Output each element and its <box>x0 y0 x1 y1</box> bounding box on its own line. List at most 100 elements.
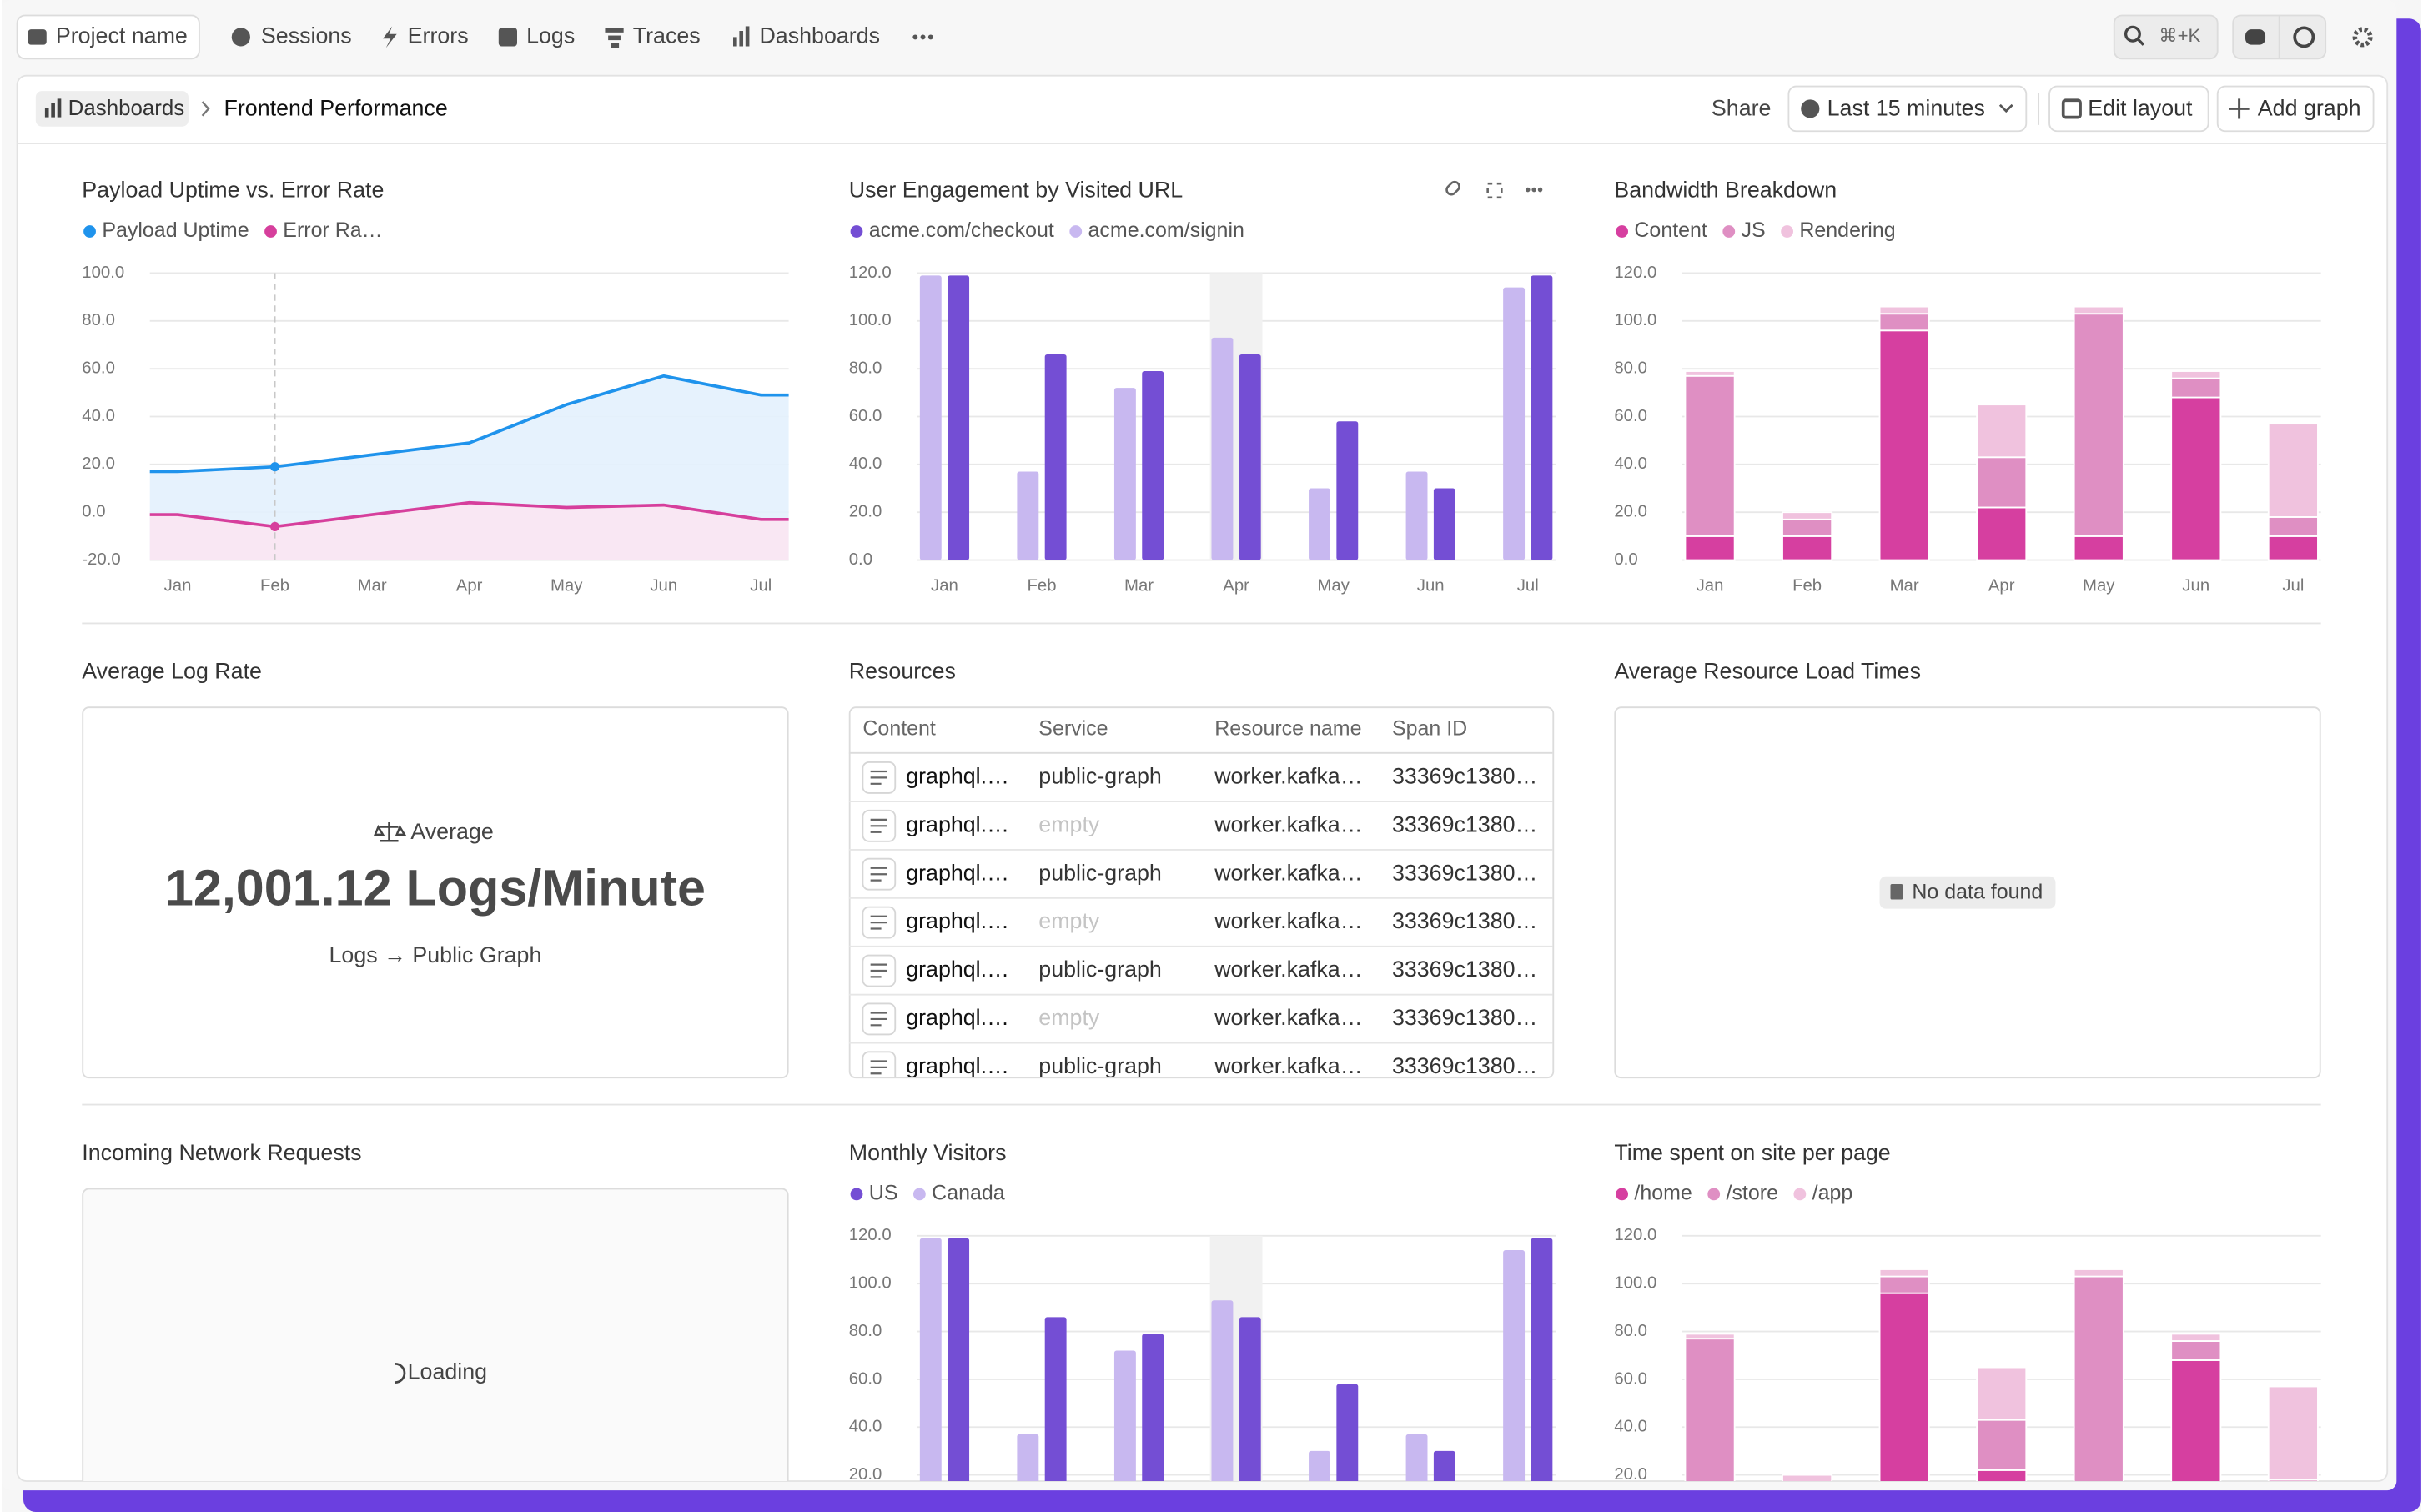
sessions-icon <box>231 28 250 47</box>
bar-segment <box>1878 329 1930 561</box>
table-cell: 33369c1380… <box>1392 957 1537 982</box>
legend-swatch <box>1793 1188 1807 1201</box>
x-tick-label: Mar <box>1124 576 1154 595</box>
nav-item[interactable]: Dashboards <box>759 23 880 48</box>
panel-more[interactable] <box>1525 187 1543 193</box>
legend-label: Content <box>1634 219 1707 242</box>
time-range[interactable]: Last 15 minutes <box>1827 95 1985 120</box>
search-icon <box>2136 38 2145 46</box>
row-icon-lines <box>870 818 887 833</box>
table-cell: 33369c1380… <box>1392 811 1537 836</box>
table-cell: empty <box>1038 811 1100 836</box>
breadcrumb-item[interactable]: Dashboards <box>68 97 185 120</box>
stat-label: Average <box>410 819 493 844</box>
x-tick-label: May <box>2083 576 2115 595</box>
search-button[interactable] <box>2113 14 2219 60</box>
x-tick-label: Feb <box>1027 576 1056 595</box>
row-icon-lines <box>870 1012 887 1027</box>
bar <box>948 1238 970 1481</box>
table-cell: empty <box>1038 908 1100 933</box>
settings-icon[interactable] <box>2352 27 2373 48</box>
bar <box>1113 1350 1136 1481</box>
line <box>149 374 789 474</box>
bar-segment <box>2170 396 2222 561</box>
y-tick-label: 40.0 <box>82 407 115 425</box>
legend-label: Canada <box>932 1181 1005 1204</box>
table-cell: public-graph <box>1038 763 1162 788</box>
add-graph[interactable]: Add graph <box>2258 95 2361 120</box>
table-cell: 33369c1380… <box>1392 908 1537 933</box>
share-button[interactable]: Share <box>1712 95 1772 120</box>
hover-dot <box>270 521 280 531</box>
bar <box>1336 1384 1359 1481</box>
bar-segment <box>1782 511 1833 520</box>
edit-layout[interactable]: Edit layout <box>2088 95 2193 120</box>
bar <box>1211 1300 1234 1481</box>
bar-segment <box>2073 1268 2124 1278</box>
x-tick-label: Jan <box>164 576 192 595</box>
breadcrumb-current: Frontend Performance <box>224 95 447 120</box>
nav-item[interactable]: Traces <box>633 23 701 48</box>
bar-segment <box>2073 1275 2124 1481</box>
breadcrumb-chip[interactable] <box>35 91 189 127</box>
table-cell: public-graph <box>1038 860 1162 885</box>
legend-swatch <box>83 225 96 238</box>
panel-title: Resources <box>849 659 956 684</box>
bar <box>919 275 942 560</box>
y-tick-label: 120.0 <box>1614 264 1656 282</box>
bar <box>1142 1334 1164 1481</box>
x-tick-label: May <box>550 576 583 595</box>
dash-icon <box>51 103 55 118</box>
add-graph-button[interactable] <box>2216 85 2375 133</box>
column-header: Span ID <box>1392 717 1467 741</box>
row-icon-lines <box>870 963 887 978</box>
table-cell: worker.kafka… <box>1214 908 1362 933</box>
bar <box>1113 388 1136 560</box>
chevron <box>1998 103 2013 113</box>
panel-title: Incoming Network Requests <box>82 1140 361 1165</box>
more-menu[interactable] <box>912 34 933 40</box>
hover-dot <box>270 462 280 472</box>
bar-segment <box>1684 374 1736 537</box>
chart-title: Payload Uptime vs. Error Rate <box>82 177 384 202</box>
link-icon[interactable] <box>1445 180 1461 197</box>
chart-title: Time spent on site per page <box>1614 1140 1890 1165</box>
bar-segment <box>1976 1366 2028 1421</box>
table-cell: 33369c1380… <box>1392 763 1537 788</box>
bar <box>1239 1317 1261 1481</box>
table-cell: 33369c1380… <box>1392 1053 1537 1078</box>
legend-swatch <box>850 225 863 238</box>
dash-icon <box>739 31 744 47</box>
legend-swatch <box>1781 225 1793 238</box>
layout-icon <box>2061 98 2082 119</box>
legend-label: /home <box>1634 1181 1692 1204</box>
legend-swatch <box>1616 225 1628 238</box>
bar-segment <box>2170 377 2222 399</box>
bar <box>1044 354 1067 560</box>
resources-table: Content Service Resource name Span ID graphq… <box>848 717 1553 1078</box>
traces-icon <box>608 35 621 41</box>
nav-item[interactable]: Errors <box>408 23 469 48</box>
row-icon-lines <box>870 867 887 882</box>
nav-item[interactable]: Sessions <box>261 23 352 48</box>
edit-layout-button[interactable] <box>2048 85 2209 133</box>
github-icon[interactable] <box>2293 26 2315 48</box>
expand-icon[interactable] <box>1486 182 1503 199</box>
chart-panel: Payload Uptime vs. Error Rate Payload Upt… <box>82 177 789 595</box>
y-tick-label: 60.0 <box>849 407 882 425</box>
breadcrumb-separator <box>201 101 210 117</box>
project-button[interactable] <box>16 14 200 60</box>
legend-label: Payload Uptime <box>102 219 249 242</box>
y-tick-label: 60.0 <box>849 1369 882 1388</box>
bar <box>919 1238 942 1481</box>
bar <box>1503 1250 1526 1481</box>
time-range-button[interactable] <box>1787 85 2028 133</box>
legend-label: Rendering <box>1799 219 1895 242</box>
nav-item[interactable]: Logs <box>526 23 575 48</box>
bar <box>1336 421 1359 560</box>
bar-segment <box>2267 423 2319 518</box>
bar-segment <box>2073 305 2124 315</box>
discord-icon[interactable] <box>2245 29 2266 45</box>
project-name[interactable]: Project name <box>56 23 188 48</box>
